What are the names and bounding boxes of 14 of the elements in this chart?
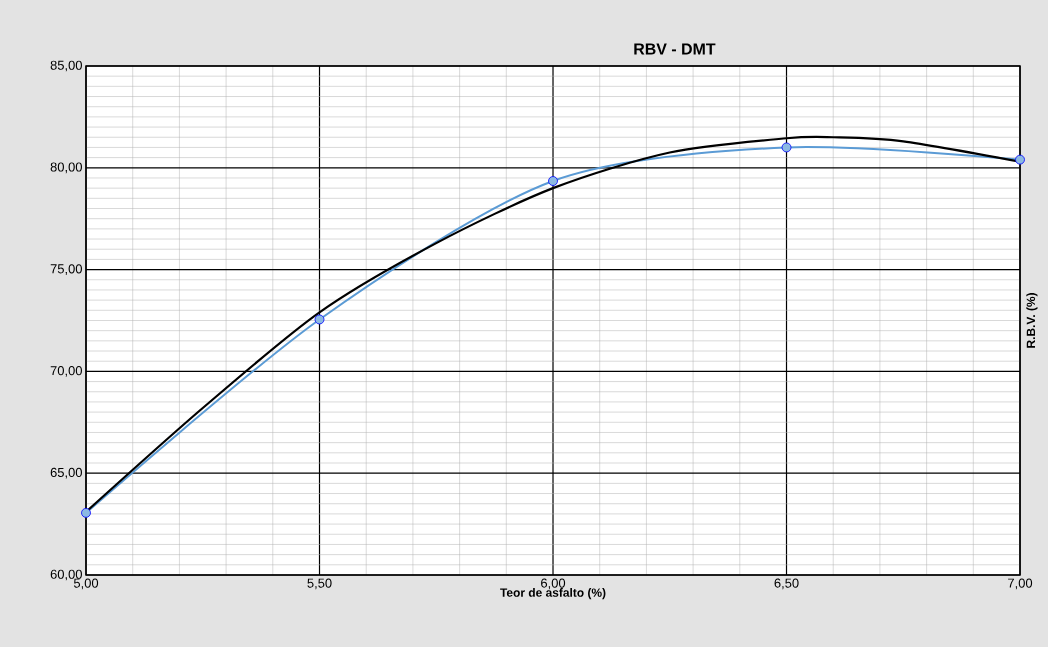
y-tick-label: 65,00: [50, 467, 82, 479]
y-tick-label: 70,00: [50, 366, 82, 377]
y-tick-label: 60,00: [50, 569, 82, 581]
y-axis-title: R.B.V. (%): [1026, 293, 1038, 348]
x-tick-label: 6,50: [774, 578, 799, 590]
y-tick-label: 80,00: [50, 162, 82, 174]
y-tick-label: 85,00: [50, 60, 82, 72]
x-tick-label: 5,50: [307, 578, 332, 590]
x-tick-label: 5,00: [73, 578, 99, 590]
y-tick-label: 75,00: [50, 264, 82, 275]
x-axis-title: Teor de asfalto (%): [500, 588, 606, 600]
x-tick-label: 6,00: [541, 578, 566, 590]
chart-title: RBV - DMT: [634, 43, 716, 55]
x-tick-label: 7,00: [1008, 578, 1033, 590]
